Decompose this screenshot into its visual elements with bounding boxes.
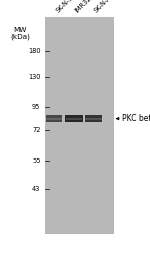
Text: 130: 130 (28, 74, 40, 81)
Bar (46, 115, 62, 122)
Bar (45, 17, 114, 234)
Bar (66, 118, 82, 120)
Text: 180: 180 (28, 48, 40, 54)
Text: 55: 55 (32, 157, 40, 164)
Text: IMR32: IMR32 (74, 0, 92, 14)
Text: (kDa): (kDa) (10, 34, 30, 40)
Text: MW: MW (14, 27, 27, 34)
Text: 72: 72 (32, 126, 40, 133)
Text: SK-N-SH: SK-N-SH (55, 0, 78, 14)
Bar (46, 118, 62, 120)
Text: SK-N-AS: SK-N-AS (93, 0, 116, 14)
Bar (85, 118, 102, 120)
Bar (85, 115, 102, 122)
Bar (65, 115, 82, 122)
Text: 43: 43 (32, 186, 41, 192)
Text: PKC beta: PKC beta (122, 114, 150, 123)
Text: 95: 95 (32, 104, 41, 110)
